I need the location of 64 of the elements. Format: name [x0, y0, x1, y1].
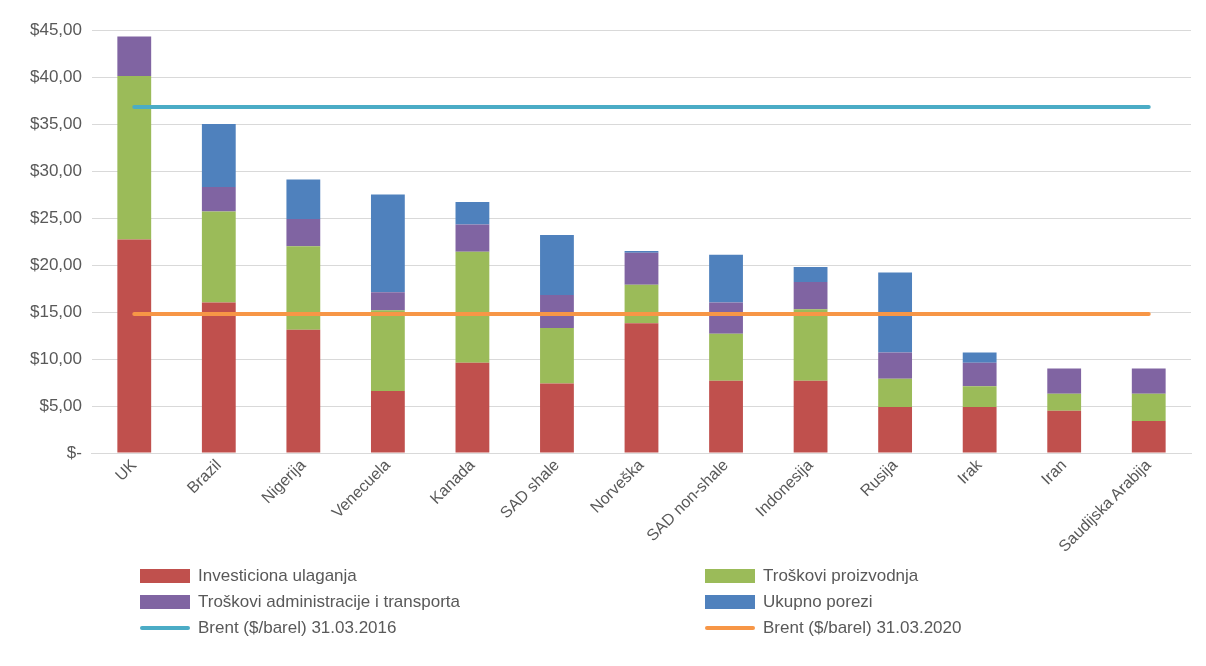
bar	[1047, 368, 1082, 394]
bar	[286, 218, 321, 247]
y-tick-label: $-	[66, 442, 82, 462]
x-tick-label: UK	[111, 455, 140, 484]
bar	[370, 310, 405, 391]
y-tick-label: $15,00	[30, 301, 82, 321]
x-tick-label: Iran	[1037, 456, 1070, 488]
bar	[962, 352, 997, 363]
bar	[455, 224, 490, 252]
bar	[117, 36, 152, 77]
bar	[286, 179, 321, 219]
bar	[370, 292, 405, 311]
bar	[793, 281, 828, 310]
bar	[370, 194, 405, 293]
legend-label: Ukupno porezi	[763, 592, 873, 612]
bar	[455, 202, 490, 225]
bar	[878, 352, 913, 379]
bar	[793, 309, 828, 381]
y-tick-label: $25,00	[30, 207, 82, 227]
bar	[709, 380, 743, 453]
bar	[793, 266, 828, 282]
y-tick-label: $10,00	[30, 348, 82, 368]
bar	[117, 239, 152, 453]
legend-label: Brent ($/barel) 31.03.2016	[198, 618, 397, 638]
bar	[878, 378, 913, 407]
legend-label: Brent ($/barel) 31.03.2020	[763, 618, 962, 638]
bar	[1047, 393, 1082, 411]
bar	[1047, 410, 1082, 453]
bar	[540, 234, 574, 296]
bar	[624, 252, 659, 285]
bar	[878, 272, 913, 353]
bar	[962, 406, 997, 453]
bar	[117, 76, 152, 240]
bar	[540, 383, 574, 453]
y-tick-label: $30,00	[30, 160, 82, 180]
bar	[370, 390, 405, 453]
bar	[1131, 421, 1166, 453]
bar	[201, 211, 236, 303]
legend-label: Investiciona ulaganja	[198, 566, 357, 586]
bar	[1131, 368, 1166, 394]
y-tick-label: $45,00	[30, 19, 82, 39]
bar	[455, 251, 490, 363]
bar	[624, 323, 659, 453]
bar	[201, 124, 236, 187]
bar	[286, 246, 321, 330]
bar	[878, 406, 913, 453]
bar	[793, 380, 828, 453]
bar	[709, 333, 743, 381]
y-tick-label: $20,00	[30, 254, 82, 274]
bar	[1131, 393, 1166, 422]
legend-label: Troškovi proizvodnja	[763, 566, 919, 586]
bar	[201, 302, 236, 453]
bar	[540, 327, 574, 384]
y-tick-label: $35,00	[30, 113, 82, 133]
bar	[455, 362, 490, 453]
x-tick-label: Irak	[954, 455, 986, 487]
y-tick-label: $40,00	[30, 66, 82, 86]
bar	[962, 362, 997, 387]
bar	[709, 254, 743, 303]
bar	[201, 186, 236, 212]
bar	[962, 386, 997, 407]
bar	[286, 329, 321, 453]
y-tick-label: $5,00	[39, 395, 82, 415]
legend-label: Troškovi administracije i transporta	[198, 592, 461, 612]
